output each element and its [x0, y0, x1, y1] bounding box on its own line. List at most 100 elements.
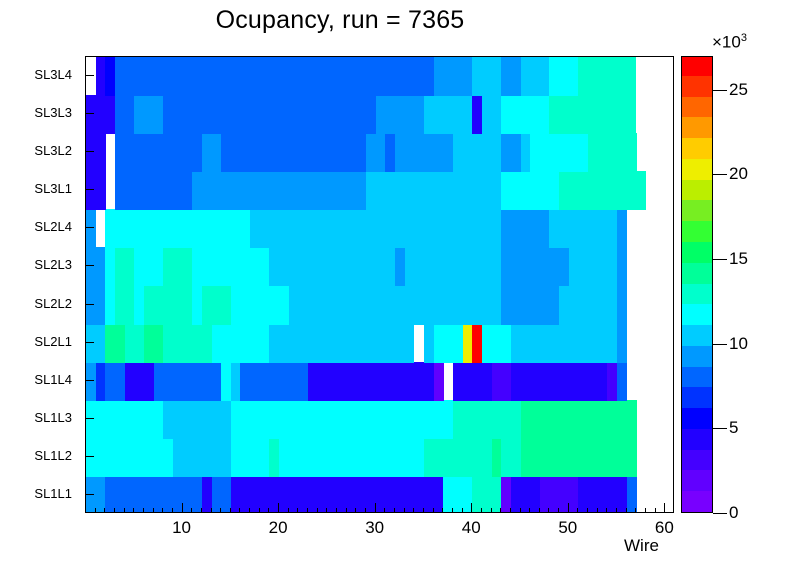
x-axis-minor-tick: [423, 508, 424, 513]
heatmap-cell: [433, 323, 463, 363]
heatmap-cell: [105, 323, 126, 363]
heatmap-cell: [559, 399, 638, 439]
y-axis-label-sl3l3: SL3L3: [34, 105, 72, 121]
heatmap-cell: [250, 209, 300, 249]
heatmap-cell: [481, 323, 511, 363]
x-axis-tick-label: 10: [172, 518, 191, 537]
y-axis-tick: [85, 75, 94, 76]
heatmap-cell: [114, 95, 135, 135]
heatmap-cell: [452, 399, 521, 439]
y-axis-tick: [85, 456, 94, 457]
heatmap-cell: [472, 95, 483, 135]
heatmap-cell: [452, 361, 492, 401]
y-axis-label-sl1l4: SL1L4: [34, 371, 72, 387]
heatmap-cell: [230, 475, 444, 512]
x-axis-minor-tick: [404, 508, 405, 513]
heatmap-cell: [520, 437, 560, 477]
x-axis-minor-tick: [462, 508, 463, 513]
heatmap-cell: [95, 361, 106, 401]
multiplier-base: ×10: [712, 32, 741, 52]
heatmap-cell: [626, 475, 637, 512]
color-scale-band: [682, 428, 712, 450]
heatmap-cell: [221, 361, 232, 401]
x-axis-minor-tick: [249, 508, 250, 513]
heatmap-cell: [86, 95, 106, 135]
heatmap-cell: [607, 361, 618, 401]
x-axis-minor-tick: [297, 508, 298, 513]
x-axis-minor-tick: [211, 508, 212, 513]
heatmap-cell: [510, 475, 540, 512]
heatmap-cell: [491, 361, 512, 401]
color-scale-tick-label: 25: [729, 79, 748, 99]
x-axis-minor-tick: [558, 508, 559, 513]
heatmap-cell: [366, 133, 387, 173]
heatmap-cell: [298, 323, 415, 363]
heatmap-cell: [288, 285, 318, 325]
heatmap-cell: [549, 95, 637, 135]
page-title: Ocupancy, run = 7365: [215, 6, 465, 34]
x-axis-minor-tick: [606, 508, 607, 513]
color-scale-band: [682, 75, 712, 97]
heatmap-cell: [443, 475, 473, 512]
x-axis-minor-tick: [394, 508, 395, 513]
heatmap-cell-grid: [86, 57, 673, 512]
x-axis-minor-tick: [645, 508, 646, 513]
heatmap-cell: [568, 323, 618, 363]
color-scale-band: [682, 387, 712, 409]
y-axis-tick: [85, 494, 94, 495]
heatmap-cell: [366, 171, 503, 211]
x-axis-tick-label: 20: [268, 518, 288, 537]
heatmap-cell: [105, 247, 116, 287]
x-axis-minor-tick: [268, 508, 269, 513]
color-scale-band: [682, 158, 712, 180]
y-axis-label-sl2l4: SL2L4: [34, 219, 72, 235]
heatmap-cell: [105, 475, 203, 512]
color-scale-band: [682, 407, 712, 429]
heatmap-cell: [423, 323, 434, 363]
heatmap-cell: [230, 361, 241, 401]
heatmap-cell: [559, 285, 618, 325]
color-scale-band: [682, 345, 712, 367]
x-axis-minor-tick: [288, 508, 289, 513]
x-axis-minor-tick: [124, 508, 125, 513]
heatmap-cell: [472, 475, 502, 512]
heatmap-cell: [510, 361, 608, 401]
heatmap-cell: [308, 361, 435, 401]
color-scale-band: [682, 304, 712, 326]
x-axis-minor-tick: [520, 508, 521, 513]
color-scale-band: [682, 179, 712, 201]
x-axis-minor-tick: [442, 508, 443, 513]
heatmap-cell: [105, 95, 116, 135]
heatmap-cell: [298, 209, 502, 249]
heatmap-cell: [114, 57, 434, 96]
heatmap-cell: [95, 171, 106, 211]
heatmap-cell: [501, 133, 522, 173]
x-axis-title: Wire: [624, 536, 659, 555]
color-scale-bar[interactable]: [681, 56, 713, 513]
x-axis-minor-tick: [220, 508, 221, 513]
color-scale-tick-label: 10: [729, 333, 748, 353]
y-axis-label-sl2l2: SL2L2: [34, 295, 72, 311]
x-axis-minor-tick: [259, 508, 260, 513]
heatmap-cell: [230, 285, 289, 325]
heatmap-plot-area[interactable]: [85, 56, 674, 513]
color-scale-band: [682, 470, 712, 492]
heatmap-cell: [134, 247, 164, 287]
x-axis-minor-tick: [172, 508, 173, 513]
x-axis-minor-tick: [133, 508, 134, 513]
x-axis-major-tick: [568, 503, 569, 513]
x-axis-minor-tick: [655, 508, 656, 513]
heatmap-cell: [86, 437, 173, 477]
heatmap-cell: [163, 95, 377, 135]
heatmap-cell: [279, 437, 425, 477]
heatmap-cell: [230, 399, 454, 439]
color-scale-band: [682, 96, 712, 118]
heatmap-cell: [549, 57, 579, 96]
heatmap-cell: [86, 475, 106, 512]
x-axis-minor-tick: [587, 508, 588, 513]
x-axis-minor-tick: [481, 508, 482, 513]
x-axis-major-tick: [278, 503, 279, 513]
color-scale-tick-label: 5: [729, 418, 739, 438]
heatmap-cell: [617, 361, 628, 401]
y-axis-label-sl1l1: SL1L1: [34, 485, 72, 501]
